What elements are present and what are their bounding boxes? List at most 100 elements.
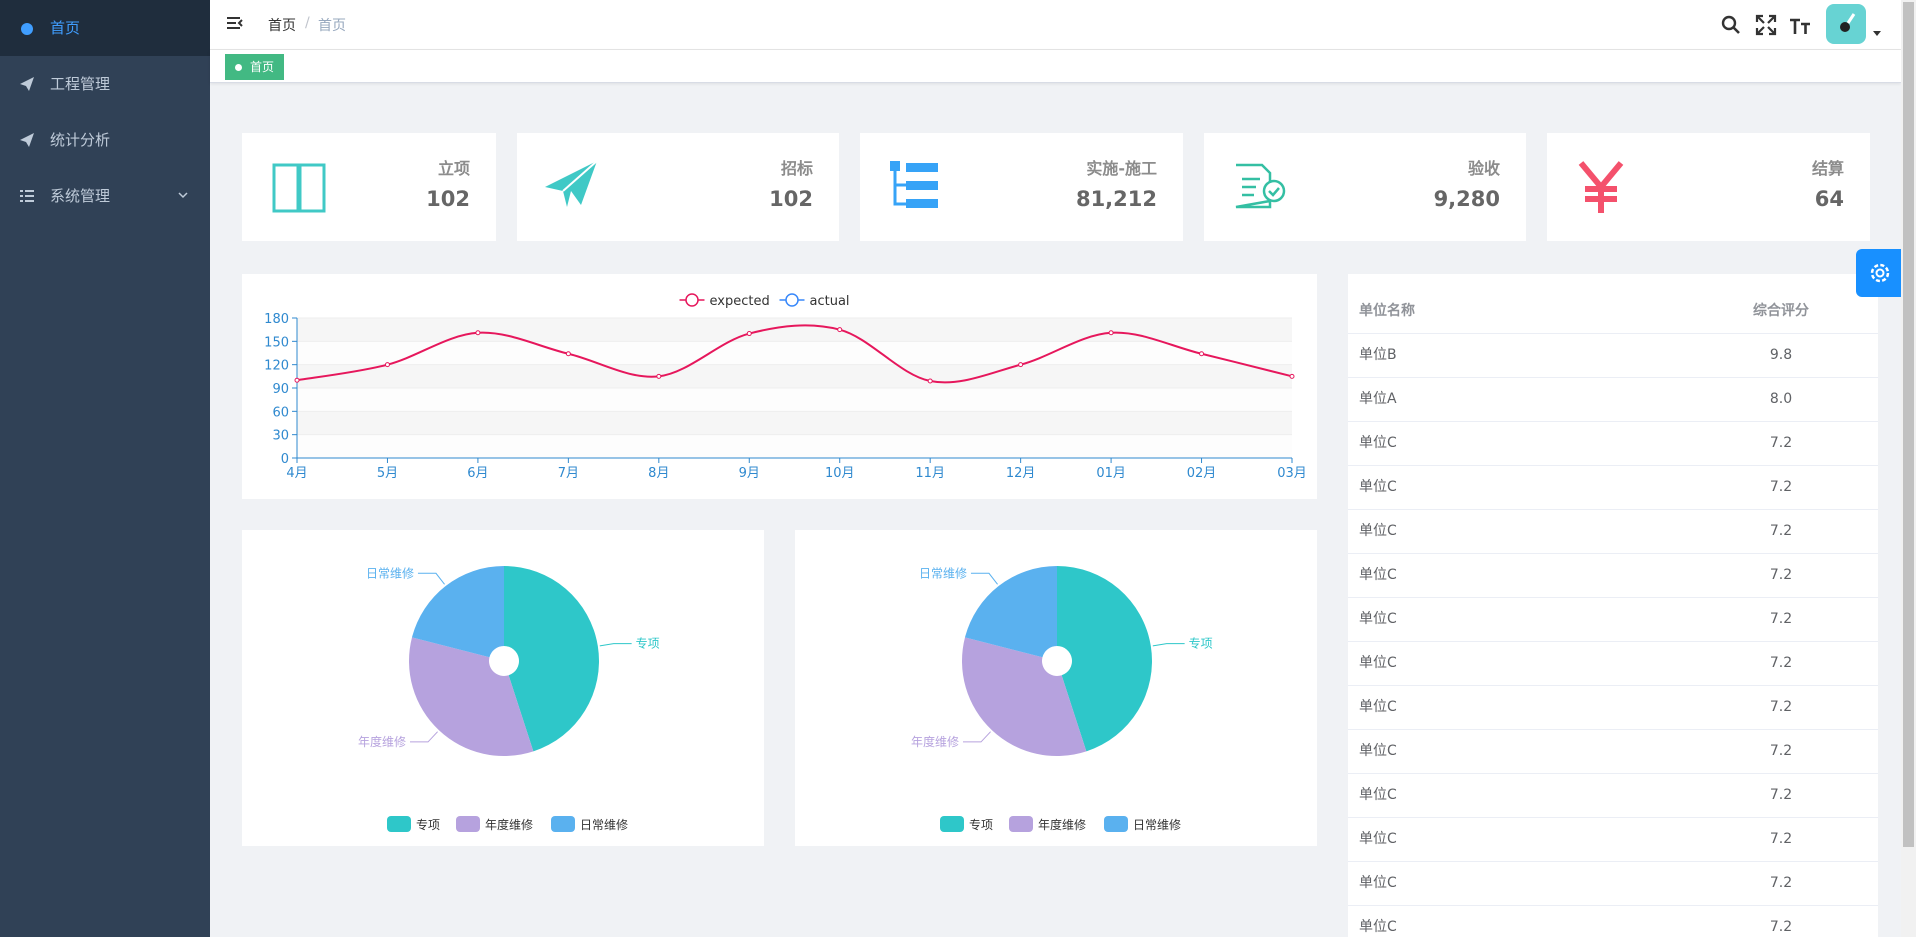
menu-item[interactable]: 首页	[0, 0, 210, 56]
cell: 单位C	[1359, 435, 1397, 451]
pie-slice[interactable]	[409, 637, 534, 756]
navbar: 首页 / 首页	[210, 0, 1901, 50]
x-tick-label: 02月	[1187, 466, 1217, 481]
table-header: 单位名称 综合评分	[1348, 289, 1878, 334]
table-row[interactable]: 单位C 7.2	[1348, 509, 1878, 554]
cell: 单位C	[1359, 523, 1397, 539]
stat-card[interactable]: 验收 9,280	[1204, 133, 1526, 241]
table-row[interactable]: 单位C 7.2	[1348, 905, 1878, 937]
card-value: 9,280	[1433, 187, 1500, 211]
menu-item[interactable]: 系统管理	[0, 168, 210, 224]
point	[927, 378, 933, 384]
card-icon	[272, 163, 326, 213]
tag[interactable]: 首页	[225, 54, 285, 80]
table-row[interactable]: 单位C 7.2	[1348, 861, 1878, 906]
cell: 单位C	[1359, 479, 1397, 495]
legend-item[interactable]: 专项	[387, 816, 440, 832]
label-line	[599, 643, 632, 647]
cell: 单位C	[1359, 655, 1397, 671]
point	[837, 327, 843, 333]
table-row[interactable]: 单位C 7.2	[1348, 729, 1878, 774]
x-tick-label: 03月	[1277, 466, 1307, 481]
card-icon	[545, 161, 598, 207]
label-line	[417, 572, 445, 585]
caret[interactable]	[1872, 30, 1882, 38]
cell: 7.2	[1769, 435, 1793, 451]
stat-card[interactable]: 实施-施工 81,212	[860, 133, 1183, 241]
stat-card[interactable]: 招标 102	[517, 133, 839, 241]
cell: 7.2	[1769, 743, 1793, 759]
cell: 7.2	[1769, 787, 1793, 803]
legend-swatch	[940, 816, 964, 832]
pie-slice[interactable]	[962, 637, 1087, 756]
scroll-thumb[interactable]	[1903, 2, 1914, 847]
pie-slice[interactable]	[504, 566, 599, 752]
search-icon[interactable]	[1720, 14, 1742, 36]
stat-card[interactable]: 结算 64	[1547, 133, 1870, 241]
table-row[interactable]: 单位C 7.2	[1348, 773, 1878, 818]
avatar[interactable]	[1826, 4, 1866, 44]
table: 单位名称 综合评分 单位B 9.8 单位A 8.0 单位C 7.2 单位C 7.2 单位C 7.2 单位…	[1348, 274, 1878, 937]
size-icon[interactable]	[1788, 14, 1812, 36]
menu-item[interactable]: 统计分析	[0, 112, 210, 168]
legend-item[interactable]: 日常维修	[1104, 816, 1181, 832]
menu-label: 工程管理	[50, 75, 111, 93]
point	[294, 377, 300, 383]
legend-item[interactable]: actual	[779, 293, 850, 309]
hamburger[interactable]	[226, 15, 244, 33]
table-row[interactable]: 单位A 8.0	[1348, 377, 1878, 422]
y-tick-label: 150	[264, 335, 289, 350]
menu-label: 系统管理	[50, 187, 111, 205]
table-row[interactable]: 单位C 7.2	[1348, 817, 1878, 862]
legend-item[interactable]: 年度维修	[1009, 816, 1086, 832]
stat-card[interactable]: 立项 102	[242, 133, 496, 241]
x-tick-label: 12月	[1006, 466, 1036, 481]
card-label: 验收	[1467, 159, 1500, 178]
y-tick-label: 120	[264, 359, 289, 374]
card-value: 102	[769, 187, 813, 211]
x-tick-label: 7月	[558, 466, 579, 481]
legend-item[interactable]: expected	[679, 293, 770, 309]
legend-swatch	[1104, 816, 1128, 832]
cell: 单位C	[1359, 787, 1397, 803]
y-tick-label: 60	[272, 405, 289, 420]
card-label: 实施-施工	[1086, 159, 1157, 178]
cell: 单位C	[1359, 699, 1397, 715]
table-row[interactable]: 单位C 7.2	[1348, 553, 1878, 598]
table-row[interactable]: 单位C 7.2	[1348, 685, 1878, 730]
split-area	[297, 364, 1292, 388]
table-row[interactable]: 单位C 7.2	[1348, 465, 1878, 510]
slice-label: 日常维修	[919, 565, 967, 580]
pie-chart-panel: 专项 年度维修 日常维修 专项 年度维修 日常维修	[242, 530, 764, 846]
settings-button[interactable]	[1856, 249, 1903, 297]
cell: 单位C	[1359, 567, 1397, 583]
split-area	[297, 434, 1292, 458]
legend-item[interactable]: 年度维修	[456, 816, 533, 832]
pie-slice[interactable]	[1057, 566, 1152, 752]
cell: 单位C	[1359, 611, 1397, 627]
legend-swatch	[551, 816, 575, 832]
x-tick-label: 10月	[825, 466, 855, 481]
pie-slice[interactable]	[964, 566, 1057, 658]
tag-label[interactable]: 首页	[250, 60, 275, 74]
breadcrumb-item[interactable]: 首页	[268, 18, 296, 34]
y-tick-label: 90	[272, 382, 289, 397]
card-icon	[890, 161, 938, 208]
table-row[interactable]: 单位B 9.8	[1348, 333, 1878, 378]
scrollbar	[1901, 0, 1916, 937]
y-tick-label: 180	[264, 312, 289, 327]
table-row[interactable]: 单位C 7.2	[1348, 641, 1878, 686]
tag-dot	[235, 64, 242, 71]
legend-item[interactable]: 日常维修	[551, 816, 628, 832]
table-row[interactable]: 单位C 7.2	[1348, 597, 1878, 642]
legend-item[interactable]: 专项	[940, 816, 993, 832]
fullscreen-icon[interactable]	[1755, 14, 1777, 36]
menu-item[interactable]: 工程管理	[0, 56, 210, 112]
cell: 单位C	[1359, 831, 1397, 847]
cell: 7.2	[1769, 831, 1793, 847]
cell: 单位C	[1359, 919, 1397, 935]
table-row[interactable]: 单位C 7.2	[1348, 421, 1878, 466]
slice-label: 专项	[1189, 636, 1213, 651]
pie-slice[interactable]	[411, 566, 504, 658]
